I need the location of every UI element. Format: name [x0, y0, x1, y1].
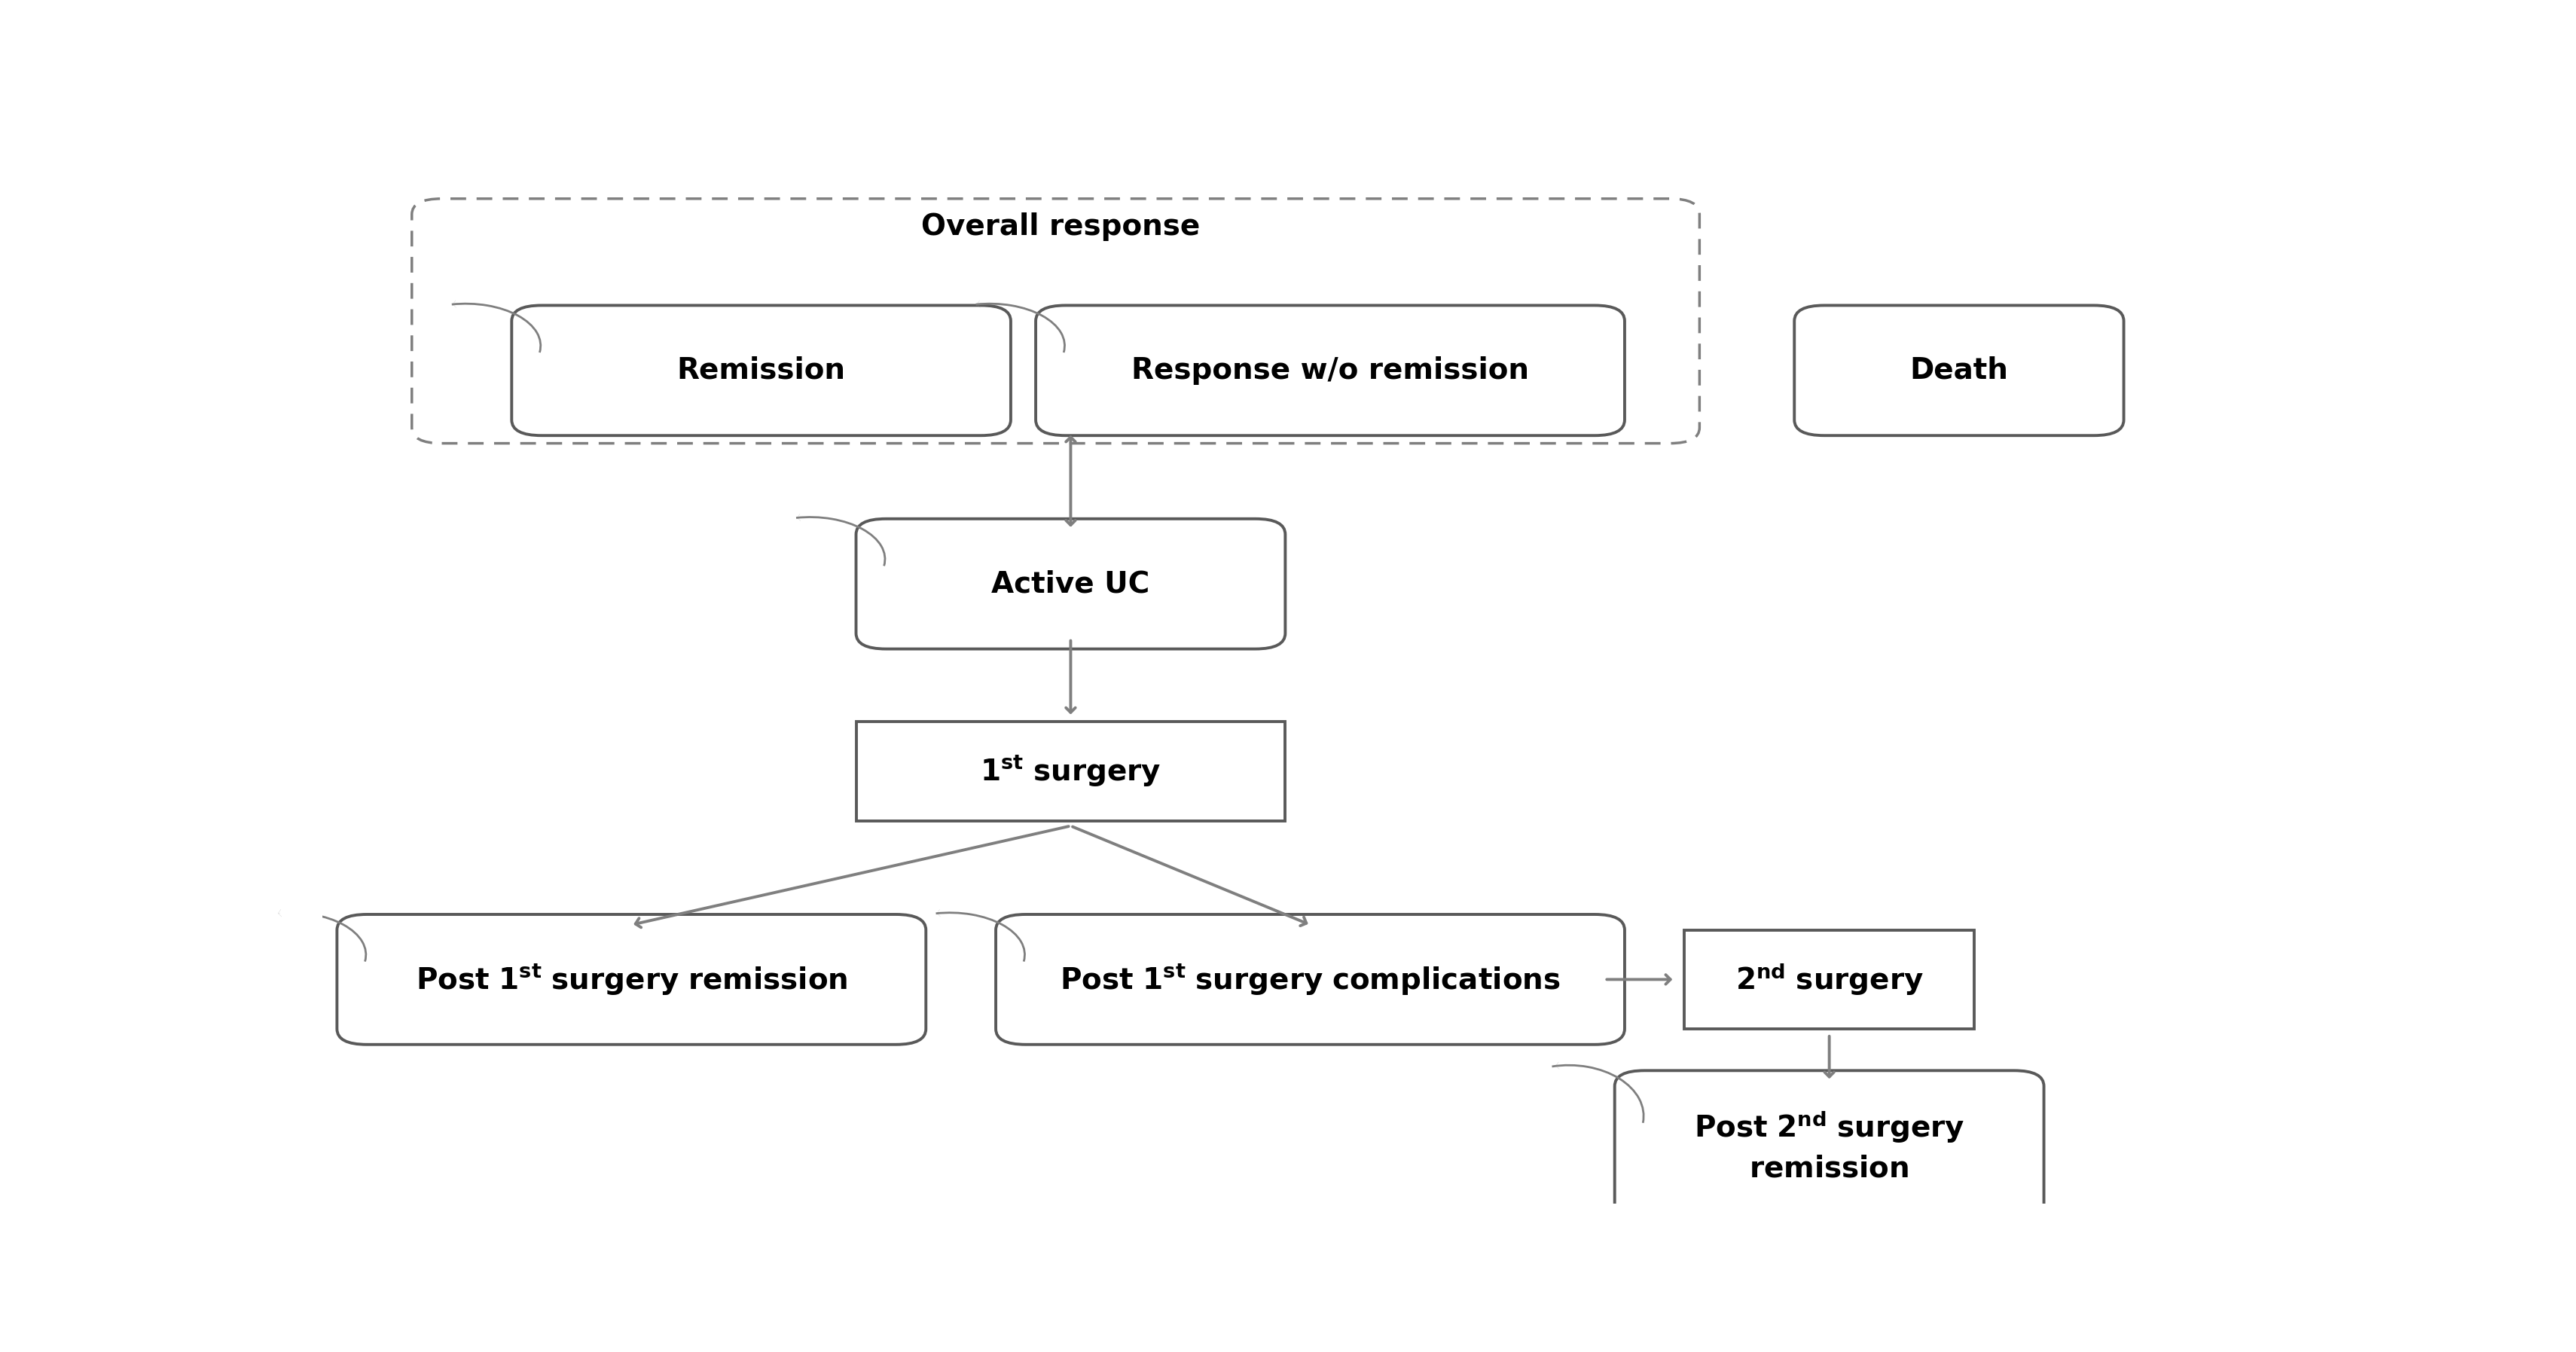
FancyBboxPatch shape — [997, 914, 1625, 1045]
FancyBboxPatch shape — [855, 722, 1285, 821]
FancyBboxPatch shape — [337, 914, 925, 1045]
Text: Response w/o remission: Response w/o remission — [1131, 356, 1530, 385]
Text: $\mathbf{1}^{\mathbf{st}}\mathbf{\ surgery}$: $\mathbf{1}^{\mathbf{st}}\mathbf{\ surge… — [979, 754, 1162, 788]
FancyBboxPatch shape — [1615, 1071, 2043, 1221]
FancyBboxPatch shape — [1795, 306, 2123, 435]
FancyBboxPatch shape — [855, 519, 1285, 649]
Text: $\mathbf{Post\ 1}^{\mathbf{st}}\mathbf{\ surgery\ complications}$: $\mathbf{Post\ 1}^{\mathbf{st}}\mathbf{\… — [1059, 963, 1561, 996]
Text: $\mathbf{Post\ 2}^{\mathbf{nd}}\mathbf{\ surgery}$
$\mathbf{remission}$: $\mathbf{Post\ 2}^{\mathbf{nd}}\mathbf{\… — [1695, 1109, 1965, 1183]
Text: Active UC: Active UC — [992, 569, 1149, 598]
Text: Remission: Remission — [677, 356, 845, 385]
Text: $\mathbf{Post\ 1}^{\mathbf{st}}\mathbf{\ surgery\ remission}$: $\mathbf{Post\ 1}^{\mathbf{st}}\mathbf{\… — [415, 963, 848, 996]
Text: Death: Death — [1909, 356, 2009, 385]
FancyBboxPatch shape — [1036, 306, 1625, 435]
Text: $\mathbf{2}^{\mathbf{nd}}\mathbf{\ surgery}$: $\mathbf{2}^{\mathbf{nd}}\mathbf{\ surge… — [1736, 961, 1924, 998]
FancyBboxPatch shape — [1685, 930, 1973, 1029]
Text: Overall response: Overall response — [922, 212, 1200, 241]
FancyBboxPatch shape — [513, 306, 1010, 435]
